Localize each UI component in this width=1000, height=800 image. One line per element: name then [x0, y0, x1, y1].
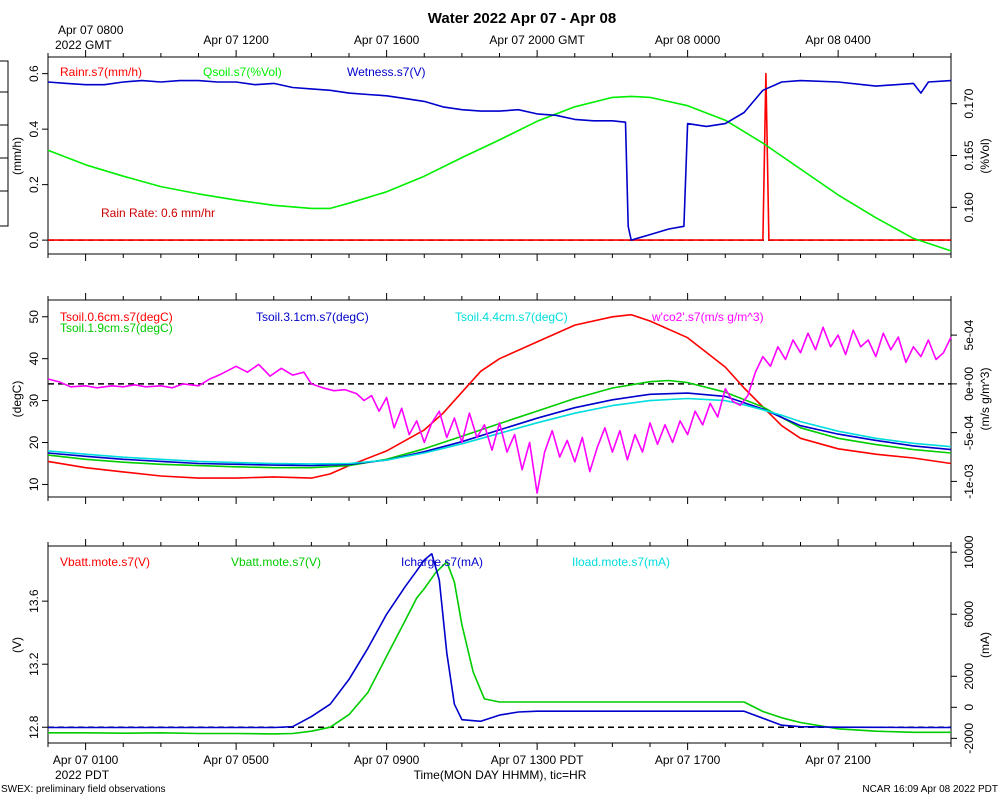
y2-tick-label: 0e+00	[962, 367, 976, 401]
y-tick-label: 12.8	[27, 715, 41, 739]
series-line	[47, 379, 952, 469]
panel-3-y2label: (mA)	[978, 632, 992, 658]
legend-wco2: w'co2'.s7(m/s g/m^3)	[651, 310, 764, 324]
top-axis-label: Apr 08 0000	[655, 33, 721, 47]
y-tick-label: 0.4	[27, 120, 41, 137]
series-line	[47, 397, 952, 465]
bottom-axis-label: Apr 07 1700	[655, 753, 721, 767]
series-line	[47, 95, 952, 252]
y2-tick-label: 0.170	[962, 88, 976, 118]
legend-tsoil-1-9: Tsoil.1.9cm.s7(degC)	[60, 321, 173, 335]
y-tick-label: 20	[27, 436, 41, 450]
top-axis-label: Apr 07 2000 GMT	[489, 33, 585, 47]
y2-tick-label: -2000	[962, 723, 976, 754]
panel-2-ylabel: (degC)	[10, 381, 24, 418]
series-line	[47, 392, 952, 467]
legend-rainr: Rainr.s7(mm/h)	[60, 65, 142, 79]
series-line	[48, 561, 951, 735]
y-tick-label: 0.0	[27, 231, 41, 248]
panel-3-data	[48, 553, 951, 735]
series-line	[47, 313, 952, 479]
panel-1-ylabel: (mm/h)	[10, 137, 24, 175]
y2-tick-label: 0.165	[962, 140, 976, 170]
y-tick-label: 0.6	[27, 65, 41, 82]
y2-tick-label: 5e-04	[962, 319, 976, 350]
rain-rate-annotation: Rain Rate: 0.6 mm/hr	[101, 206, 215, 220]
bottom-axis-label: Apr 07 2100	[805, 753, 871, 767]
series-line	[48, 553, 951, 729]
bottom-axis-label: Apr 07 0500	[203, 753, 269, 767]
legend-qsoil: Qsoil.s7(%Vol)	[203, 65, 282, 79]
legend-vbatt-green: Vbatt.mote.s7(V)	[231, 555, 321, 569]
legend-wetness: Wetness.s7(V)	[347, 65, 425, 79]
bottom-axis-label: Apr 07 0100	[53, 753, 119, 767]
panel-1-data	[47, 72, 952, 252]
y2-tick-label: -1e-03	[962, 464, 976, 499]
y2-tick-label: 6000	[962, 601, 976, 628]
bottom-axis-label: Apr 07 0900	[354, 753, 420, 767]
series-line	[48, 72, 951, 241]
panel-2-y2label: (m/s g/m^3)	[978, 368, 992, 431]
top-axis-labels: Apr 07 1200 Apr 07 1600 Apr 07 2000 GMT Apr…	[203, 33, 871, 47]
top-axis-first-label-line1: Apr 07 0800	[58, 23, 124, 37]
series-line	[47, 326, 952, 494]
y-tick-label: 50	[27, 310, 41, 324]
y-tick-label: 40	[27, 352, 41, 366]
panel-3-ylabel: (V)	[10, 637, 24, 653]
bottom-axis-year: 2022 PDT	[55, 768, 110, 782]
top-axis-label: Apr 07 1600	[354, 33, 420, 47]
axis-ticks: 0.0 0.2 0.4 0.6 0.160 0.165 0.170 10 20 30 40 50 -1e…	[27, 50, 976, 754]
top-axis-label: Apr 07 1200	[203, 33, 269, 47]
legend-icharge: Icharge.s7(mA)	[401, 555, 483, 569]
panel-3-frame	[47, 545, 952, 744]
top-axis-first-label-line2: 2022 GMT	[55, 38, 112, 52]
y2-tick-label: -5e-04	[962, 415, 976, 450]
y2-tick-label: 0	[962, 704, 976, 711]
panel-1-y2label: (%Vol)	[978, 138, 992, 173]
y-tick-label: 10	[27, 477, 41, 491]
y2-tick-label: 10000	[962, 535, 976, 569]
footer-left: SWEX: preliminary field observations	[1, 784, 166, 795]
top-axis-label: Apr 08 0400	[805, 33, 871, 47]
legend-tsoil-3-1: Tsoil.3.1cm.s7(degC)	[256, 310, 369, 324]
y2-tick-label: 2000	[962, 663, 976, 690]
y-tick-label: 13.2	[27, 652, 41, 676]
y-tick-label: 30	[27, 394, 41, 408]
series-line	[47, 79, 952, 241]
chart-title: Water 2022 Apr 07 - Apr 08	[428, 10, 616, 27]
x-axis-label: Time(MON DAY HHMM), tic=HR	[414, 768, 587, 782]
y-tick-label: 13.6	[27, 589, 41, 613]
bottom-axis-labels: Apr 07 0100 Apr 07 0500 Apr 07 0900 Apr 07 …	[53, 753, 871, 767]
bottom-axis-label: Apr 07 1300 PDT	[491, 753, 584, 767]
legend-iload: Iload.mote.s7(mA)	[572, 555, 670, 569]
legend-tsoil-4-4: Tsoil.4.4cm.s7(degC)	[455, 310, 568, 324]
panel-2-data	[47, 313, 952, 494]
panel-2-frame	[47, 299, 952, 498]
legend-vbatt-red: Vbatt.mote.s7(V)	[60, 555, 150, 569]
legend-tsoil-0-6: Tsoil.0.6cm.s7(degC)	[60, 310, 173, 324]
y-tick-label: 0.2	[27, 176, 41, 193]
y2-tick-label: 0.160	[962, 192, 976, 222]
panel-1-frame	[47, 56, 952, 255]
left-edge-bracket	[0, 60, 9, 227]
footer-right: NCAR 16:09 Apr 08 2022 PDT	[862, 784, 998, 795]
